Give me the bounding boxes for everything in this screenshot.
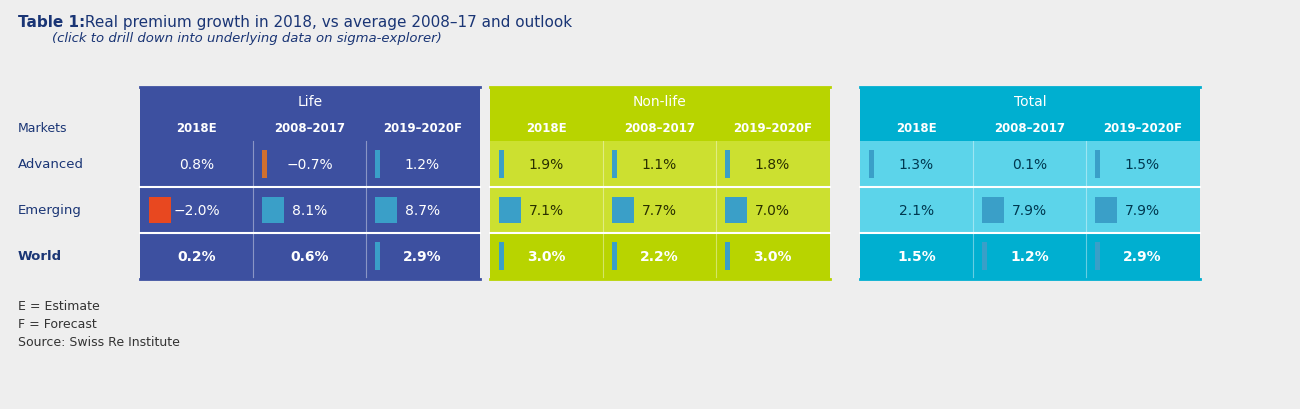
Text: Table 1:: Table 1: (18, 15, 86, 30)
Bar (612, 243, 618, 270)
Text: Total: Total (1014, 95, 1046, 109)
Text: 1.9%: 1.9% (529, 157, 564, 172)
Text: 7.0%: 7.0% (755, 204, 790, 218)
Text: 2.9%: 2.9% (1123, 249, 1162, 263)
Bar (499, 151, 504, 179)
Bar (499, 198, 521, 223)
Text: 2.2%: 2.2% (640, 249, 679, 263)
Text: (click to drill down into underlying data on sigma-explorer): (click to drill down into underlying dat… (18, 32, 442, 45)
Bar (140, 142, 480, 188)
Text: Advanced: Advanced (18, 158, 85, 171)
Text: Life: Life (298, 95, 322, 109)
Text: 2018E: 2018E (177, 122, 217, 135)
Bar (490, 116, 829, 142)
Bar (374, 151, 380, 179)
Text: −2.0%: −2.0% (173, 204, 220, 218)
Text: Non-life: Non-life (633, 95, 686, 109)
Bar (868, 151, 874, 179)
Bar (490, 142, 829, 188)
Bar (490, 234, 829, 279)
Bar (982, 198, 1004, 223)
Text: Markets: Markets (18, 122, 68, 135)
Bar (263, 198, 283, 223)
Text: 2018E: 2018E (526, 122, 567, 135)
Bar (861, 88, 1200, 116)
Text: 3.0%: 3.0% (753, 249, 792, 263)
Text: 0.1%: 0.1% (1011, 157, 1046, 172)
Text: 2.9%: 2.9% (403, 249, 442, 263)
Text: 1.2%: 1.2% (404, 157, 441, 172)
Text: 8.1%: 8.1% (292, 204, 328, 218)
Bar (374, 243, 380, 270)
Bar (725, 243, 731, 270)
Text: 7.1%: 7.1% (529, 204, 564, 218)
Bar (1095, 243, 1100, 270)
Bar (374, 198, 396, 223)
Text: 2008–2017: 2008–2017 (624, 122, 696, 135)
Text: 7.7%: 7.7% (642, 204, 677, 218)
Text: 2008–2017: 2008–2017 (274, 122, 345, 135)
Text: F = Forecast: F = Forecast (18, 317, 96, 330)
Text: 7.9%: 7.9% (1011, 204, 1046, 218)
Bar (861, 234, 1200, 279)
Bar (861, 188, 1200, 234)
Text: 2019–2020F: 2019–2020F (733, 122, 812, 135)
Text: 1.5%: 1.5% (897, 249, 936, 263)
Text: 0.6%: 0.6% (290, 249, 329, 263)
Text: 2019–2020F: 2019–2020F (1102, 122, 1182, 135)
Text: 1.8%: 1.8% (755, 157, 790, 172)
Bar (982, 243, 987, 270)
Text: 2.1%: 2.1% (898, 204, 935, 218)
Text: 1.3%: 1.3% (898, 157, 935, 172)
Text: 8.7%: 8.7% (404, 204, 441, 218)
Text: 2018E: 2018E (896, 122, 937, 135)
Text: 1.2%: 1.2% (1010, 249, 1049, 263)
Text: −0.7%: −0.7% (286, 157, 333, 172)
Bar (140, 234, 480, 279)
Text: World: World (18, 250, 62, 263)
Bar (612, 151, 618, 179)
Text: Real premium growth in 2018, vs average 2008–17 and outlook: Real premium growth in 2018, vs average … (81, 15, 572, 30)
Bar (612, 198, 634, 223)
Text: 0.8%: 0.8% (179, 157, 214, 172)
Text: 2008–2017: 2008–2017 (994, 122, 1065, 135)
Bar (140, 88, 480, 116)
Bar (861, 142, 1200, 188)
Text: 1.5%: 1.5% (1124, 157, 1160, 172)
Bar (1095, 151, 1100, 179)
Text: Emerging: Emerging (18, 204, 82, 217)
Bar (1095, 198, 1117, 223)
Bar (725, 198, 748, 223)
Bar (263, 151, 266, 179)
Bar (490, 188, 829, 234)
Bar (490, 88, 829, 116)
Text: 1.1%: 1.1% (642, 157, 677, 172)
Text: 0.2%: 0.2% (177, 249, 216, 263)
Bar (140, 188, 480, 234)
Bar (725, 151, 731, 179)
Text: E = Estimate: E = Estimate (18, 299, 100, 312)
Text: Source: Swiss Re Institute: Source: Swiss Re Institute (18, 335, 179, 348)
Text: 7.9%: 7.9% (1124, 204, 1160, 218)
Bar (861, 116, 1200, 142)
Text: 3.0%: 3.0% (528, 249, 566, 263)
Bar (150, 198, 172, 223)
Bar (499, 243, 504, 270)
Text: 2019–2020F: 2019–2020F (384, 122, 462, 135)
Bar (140, 116, 480, 142)
